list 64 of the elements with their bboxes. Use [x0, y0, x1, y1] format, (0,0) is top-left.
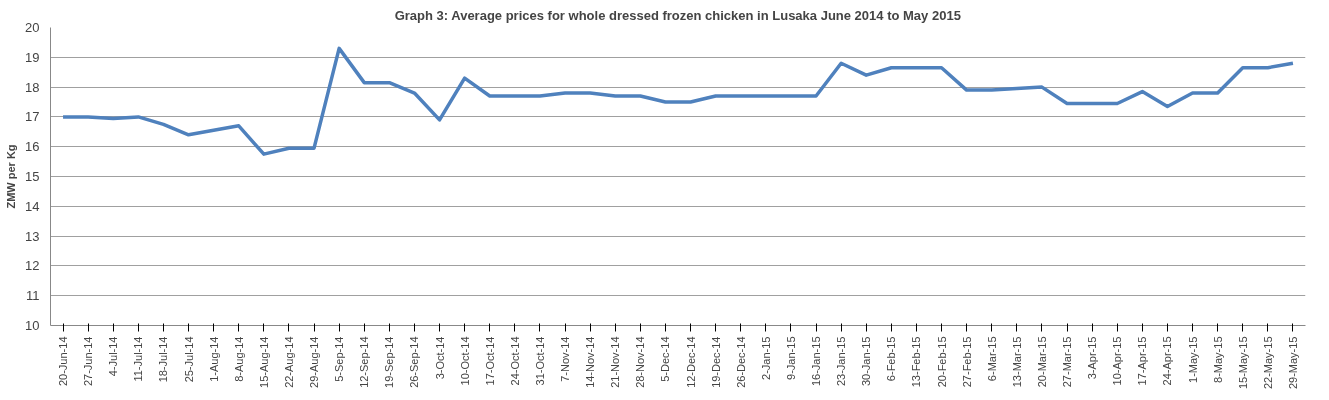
x-tick-label: 9-Jan-15	[784, 336, 797, 380]
x-tick-label: 20-Feb-15	[935, 336, 948, 388]
x-tick-label: 8-May-15	[1211, 336, 1224, 383]
y-tick-label: 15	[25, 169, 40, 184]
x-tick-label: 6-Mar-15	[985, 336, 998, 382]
x-tick-label: 26-Sep-14	[408, 336, 421, 388]
x-tick-label: 26-Dec-14	[734, 336, 747, 388]
x-tick-label: 6-Feb-15	[885, 336, 898, 382]
chart-title: Graph 3: Average prices for whole dressed frozen chicken in Lusaka June 2014 to May 2015	[394, 7, 961, 23]
x-tick-label: 13-Mar-15	[1010, 336, 1023, 388]
x-tick-label: 27-Mar-15	[1061, 336, 1074, 388]
x-tick-label: 11-Jul-14	[132, 336, 145, 382]
y-tick-label: 19	[25, 49, 40, 65]
y-tick-label: 16	[25, 139, 40, 155]
x-tick-label: 16-Jan-15	[810, 336, 823, 387]
x-tick-label: 3-Apr-15	[1086, 336, 1099, 380]
x-tick-label: 22-Aug-14	[282, 336, 295, 388]
x-tick-label: 20-Mar-15	[1035, 336, 1048, 388]
x-tick-label: 10-Apr-15	[1111, 336, 1124, 386]
y-tick-label: 13	[25, 228, 40, 244]
x-tick-label: 5-Sep-14	[333, 336, 346, 382]
y-tick-label: 11	[26, 288, 40, 304]
x-tick-label: 28-Nov-14	[634, 336, 647, 388]
y-tick-label: 12	[25, 258, 40, 274]
x-tick-label: 12-Dec-14	[684, 336, 697, 388]
y-tick-label: 17	[25, 109, 40, 125]
x-tick-label: 20-Jun-14	[57, 336, 70, 387]
x-tick-label: 4-Jul-14	[107, 336, 120, 377]
x-tick-label: 25-Jul-14	[182, 336, 195, 383]
x-tick-label: 10-Oct-14	[458, 336, 471, 386]
x-tick-label: 29-Aug-14	[308, 336, 321, 388]
x-tick-label: 19-Dec-14	[709, 336, 722, 388]
x-tick-label: 2-Jan-15	[759, 336, 772, 380]
x-tick-label: 27-Jun-14	[82, 336, 95, 387]
x-tick-label: 27-Feb-15	[960, 336, 973, 388]
x-tick-label: 17-Oct-14	[483, 336, 496, 386]
y-axis-title: ZMW per Kg	[5, 144, 18, 209]
x-tick-label: 21-Nov-14	[609, 336, 622, 388]
y-tick-label: 18	[25, 79, 40, 95]
x-tick-label: 17-Apr-15	[1136, 336, 1149, 386]
x-tick-label: 1-May-15	[1186, 336, 1199, 383]
x-tick-label: 30-Jan-15	[860, 336, 873, 387]
x-tick-label: 13-Feb-15	[910, 336, 923, 388]
x-tick-label: 22-May-15	[1261, 336, 1274, 390]
x-tick-label: 3-Oct-14	[433, 336, 446, 380]
x-tick-label: 29-May-15	[1286, 336, 1299, 390]
y-tick-label: 20	[25, 20, 40, 35]
x-tick-label: 12-Sep-14	[358, 336, 371, 388]
x-tick-label: 1-Aug-14	[207, 336, 220, 382]
x-tick-label: 15-Aug-14	[257, 336, 270, 388]
x-tick-label: 5-Dec-14	[659, 336, 672, 382]
x-tick-label: 14-Nov-14	[584, 336, 597, 388]
y-tick-label: 14	[25, 198, 40, 214]
x-tick-label: 23-Jan-15	[835, 336, 848, 387]
y-tick-label: 10	[25, 318, 40, 333]
line-series	[61, 46, 1295, 156]
x-tick-label: 18-Jul-14	[157, 336, 170, 383]
x-tick-label: 24-Oct-14	[508, 336, 521, 386]
x-tick-label: 24-Apr-15	[1161, 336, 1174, 386]
x-tick-label: 7-Nov-14	[559, 336, 572, 382]
x-tick-label: 8-Aug-14	[232, 336, 245, 382]
x-tick-label: 19-Sep-14	[383, 336, 396, 388]
x-tick-label: 31-Oct-14	[533, 336, 546, 386]
x-tick-label: 15-May-15	[1236, 336, 1249, 390]
